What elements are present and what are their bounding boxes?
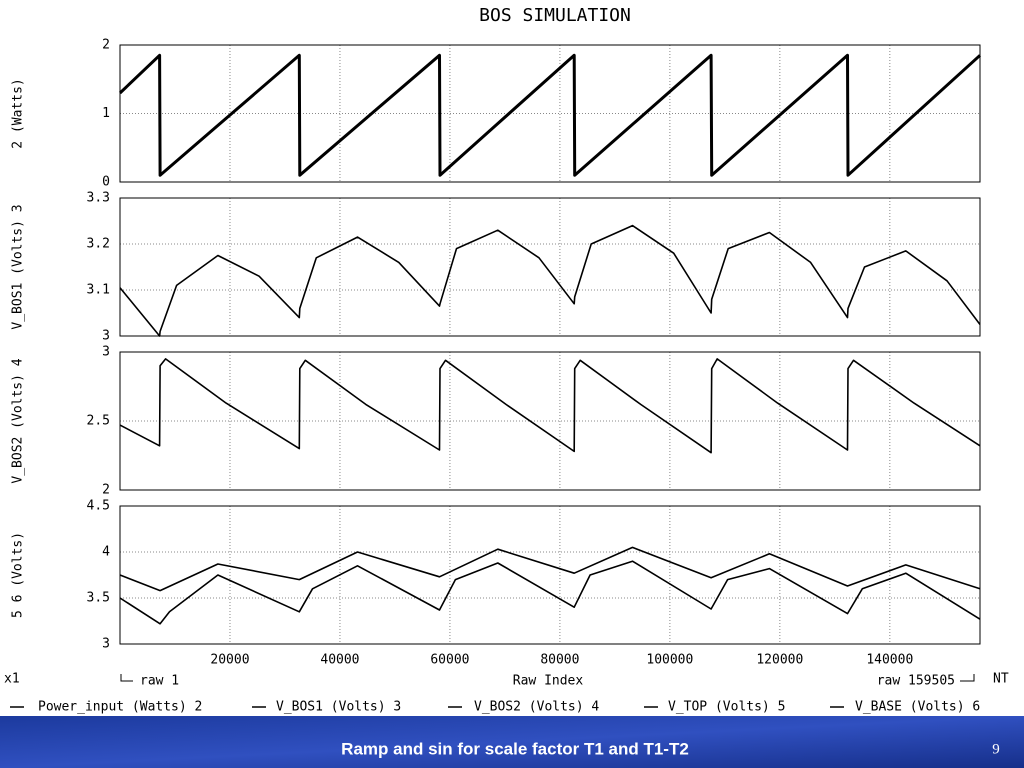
y-tick-label: 3.3: [87, 191, 110, 206]
y-tick-label: 3.5: [87, 591, 110, 606]
range-bracket: [120, 674, 133, 682]
series-line: [119, 560, 981, 625]
x-tick-label: 140000: [866, 653, 913, 668]
x-start-label: raw 1: [140, 674, 179, 689]
x-tick-label: 80000: [540, 653, 579, 668]
x-tick-label: 120000: [756, 653, 803, 668]
x-tick-label: 40000: [320, 653, 359, 668]
y-axis-label: 2 (Watts): [11, 78, 26, 148]
legend-label: V_BOS2 (Volts) 4: [474, 700, 599, 715]
legend-label: V_BOS1 (Volts) 3: [276, 700, 401, 715]
y-tick-label: 3: [102, 345, 110, 360]
plot-frame: [119, 351, 981, 491]
y-axis-label: 5 6 (Volts): [11, 532, 26, 618]
y-tick-label: 3: [102, 329, 110, 344]
legend-label: V_TOP (Volts) 5: [668, 700, 785, 715]
plot-frame: [119, 197, 981, 337]
slide-caption: Ramp and sin for scale factor T1 and T1-…: [341, 739, 689, 758]
plot-frame: [119, 44, 981, 183]
x-tick-label: 60000: [430, 653, 469, 668]
x-tick-label: 100000: [646, 653, 693, 668]
x-tick-label: 20000: [210, 653, 249, 668]
footer-band: [0, 716, 1024, 768]
y-tick-label: 4.5: [87, 499, 110, 514]
series-line: [119, 546, 981, 592]
y-tick-label: 2: [102, 483, 110, 498]
series-line: [118, 53, 982, 177]
legend-label: V_BASE (Volts) 6: [855, 700, 980, 715]
x-axis-label: Raw Index: [513, 674, 584, 689]
x-end-label: raw 159505: [877, 674, 955, 689]
series-line: [119, 358, 981, 454]
y-tick-label: 4: [102, 545, 110, 560]
y-tick-label: 2.5: [87, 414, 110, 429]
y-tick-label: 3: [102, 637, 110, 652]
y-axis-label: V_BOS1 (Volts) 3: [11, 204, 26, 329]
y-tick-label: 1: [102, 106, 110, 121]
legend-label: Power_input (Watts) 2: [38, 700, 202, 715]
y-tick-label: 2: [102, 38, 110, 53]
corner-label: NT: [993, 672, 1009, 687]
y-axis-label: V_BOS2 (Volts) 4: [11, 358, 26, 483]
y-tick-label: 3.2: [87, 237, 110, 252]
y-tick-label: 3.1: [87, 283, 110, 298]
chart-title: BOS SIMULATION: [479, 5, 631, 26]
plot-frame: [119, 505, 981, 645]
range-bracket: [960, 674, 975, 682]
scale-label: x1: [4, 672, 20, 687]
page-number: 9: [992, 741, 1000, 757]
y-tick-label: 0: [102, 175, 110, 190]
series-line: [119, 224, 981, 337]
